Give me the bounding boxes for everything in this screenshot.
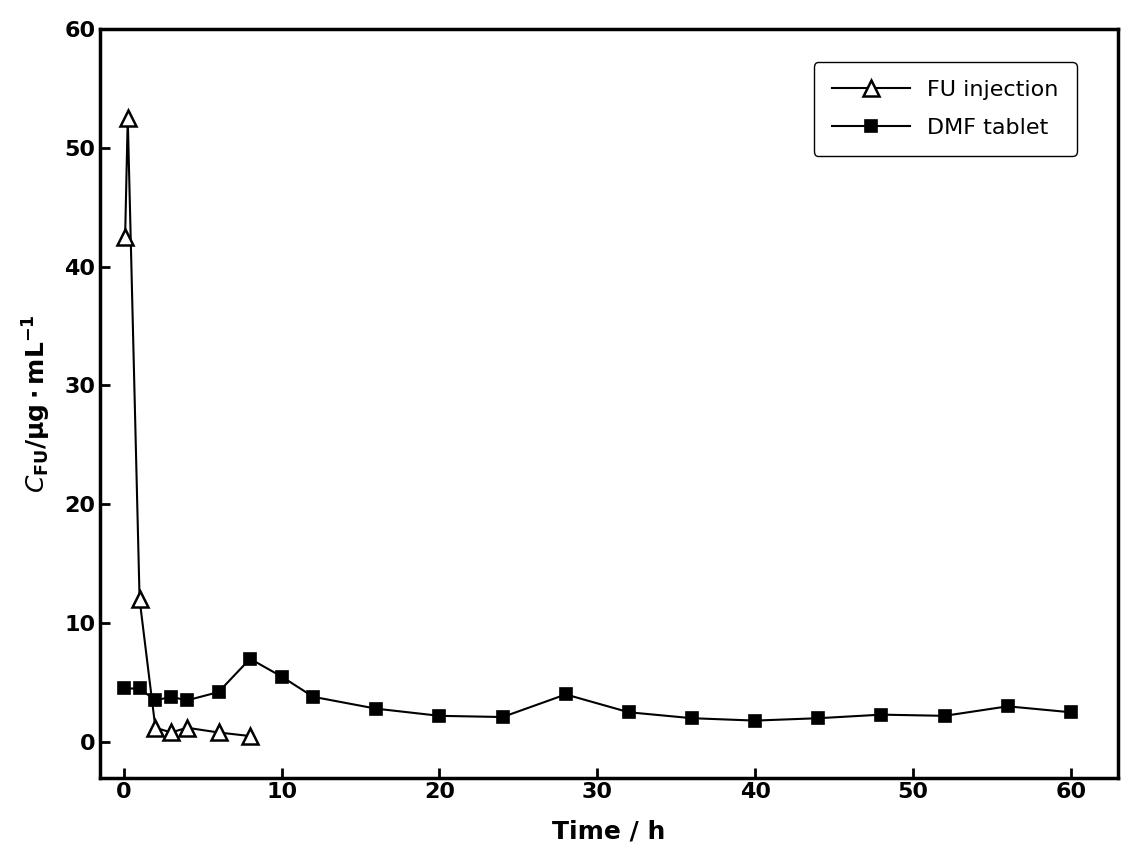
X-axis label: Time / h: Time / h	[552, 819, 666, 843]
Y-axis label: $\mathbf{\mathit{C}_{FU}}$/$\mathbf{\mu g \cdot mL^{-1}}$: $\mathbf{\mathit{C}_{FU}}$/$\mathbf{\mu …	[21, 314, 54, 492]
Legend: FU injection, DMF tablet: FU injection, DMF tablet	[814, 62, 1076, 156]
